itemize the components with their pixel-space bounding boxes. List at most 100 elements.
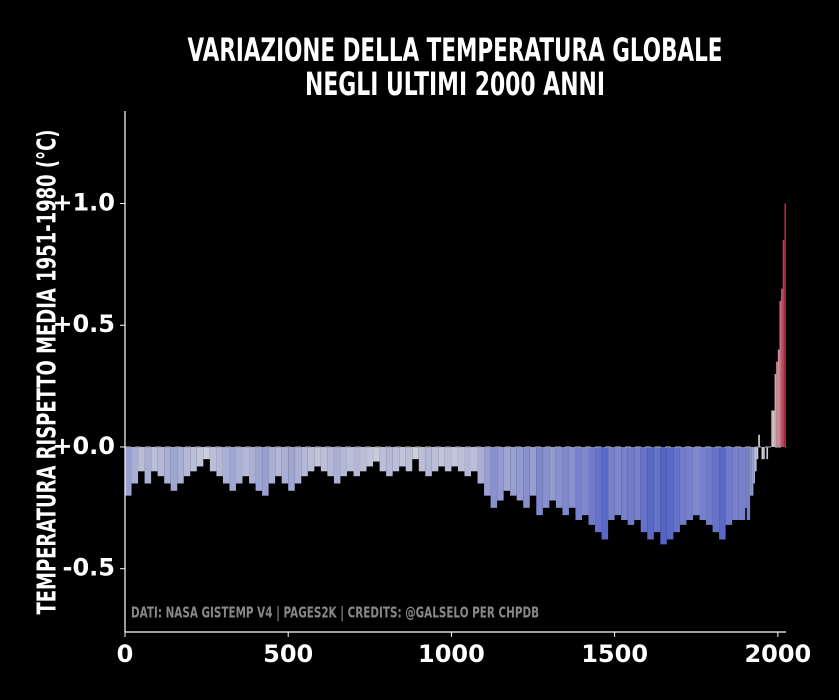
bar — [425, 446, 432, 477]
bar — [776, 361, 778, 447]
bar — [262, 446, 269, 496]
chart-title: VARIAZIONE DELLA TEMPERATURA GLOBALE — [188, 31, 723, 69]
bar — [333, 446, 341, 484]
bar — [575, 446, 582, 521]
bar — [588, 446, 596, 525]
bar — [438, 446, 445, 467]
x-tick-label: 1000 — [418, 640, 485, 668]
bar — [170, 446, 178, 491]
bar — [144, 446, 152, 484]
bar — [183, 446, 191, 477]
bar — [209, 446, 217, 472]
bar — [386, 446, 393, 477]
bar — [268, 446, 276, 484]
bar — [138, 446, 145, 472]
bar — [781, 288, 783, 447]
bar — [660, 446, 667, 545]
bar — [562, 446, 569, 516]
bar — [725, 446, 733, 525]
y-tick-label: +0.5 — [52, 310, 115, 338]
bar — [745, 446, 747, 508]
y-tick-label: +1.0 — [52, 189, 115, 217]
bar — [758, 434, 760, 447]
bar — [151, 446, 158, 472]
bar — [346, 446, 354, 472]
bar — [777, 349, 780, 447]
y-tick-label: +0.0 — [52, 432, 115, 460]
bar — [647, 446, 654, 540]
bar — [484, 446, 491, 496]
bar — [766, 446, 769, 460]
bar — [753, 446, 755, 484]
bar — [608, 446, 615, 521]
bar — [666, 446, 674, 540]
bar — [353, 446, 361, 477]
bar — [763, 446, 765, 460]
bar — [784, 203, 786, 447]
bar — [595, 446, 602, 533]
bar — [242, 446, 250, 477]
bar — [679, 446, 687, 525]
bar — [464, 446, 472, 477]
bar — [196, 446, 204, 467]
bar — [379, 446, 387, 472]
bar — [288, 446, 295, 491]
bar — [255, 446, 263, 491]
bar — [392, 446, 400, 472]
bar — [751, 446, 754, 496]
bar — [190, 446, 197, 472]
bar — [412, 446, 419, 460]
bar — [634, 446, 641, 521]
annotation: DATI: NASA GISTEMP V4 | PAGES2K | CREDIT… — [131, 604, 539, 623]
bar — [699, 446, 707, 521]
bar — [235, 446, 243, 484]
bar — [431, 446, 439, 472]
bar — [294, 446, 302, 484]
bar — [314, 446, 321, 467]
bar — [549, 446, 556, 501]
bar — [782, 240, 785, 447]
bar — [320, 446, 328, 472]
bar — [131, 446, 139, 484]
bar — [640, 446, 648, 533]
bar — [627, 446, 635, 525]
bar — [327, 446, 334, 477]
bar — [451, 446, 458, 467]
bar — [568, 446, 576, 508]
bar — [621, 446, 628, 521]
bar — [340, 446, 347, 477]
y-axis-label: TEMPERATURA RISPETTO MEDIA 1951-1980 (°C… — [33, 130, 63, 615]
bar — [771, 410, 773, 447]
bar — [125, 446, 132, 496]
x-tick-label: 1500 — [581, 640, 648, 668]
bar — [229, 446, 236, 491]
bar — [601, 446, 609, 540]
x-tick-label: 2000 — [744, 640, 811, 668]
bar — [216, 446, 223, 477]
bar — [614, 446, 622, 516]
bar — [712, 446, 720, 533]
bar — [444, 446, 452, 472]
bar — [418, 446, 426, 472]
x-tick-label: 0 — [117, 640, 134, 668]
bar — [774, 373, 777, 447]
bar — [301, 446, 308, 477]
bar — [510, 446, 517, 496]
bar — [177, 446, 184, 484]
bar — [529, 446, 537, 496]
bar — [405, 446, 413, 472]
bar — [653, 446, 661, 533]
bar — [756, 446, 759, 460]
bar — [157, 446, 165, 477]
bar — [706, 446, 713, 525]
bar — [719, 446, 726, 540]
bar — [399, 446, 406, 467]
bar — [523, 446, 530, 508]
bar — [281, 446, 289, 484]
bar — [307, 446, 315, 472]
bar — [249, 446, 256, 484]
bar — [471, 446, 478, 472]
bar — [692, 446, 700, 516]
